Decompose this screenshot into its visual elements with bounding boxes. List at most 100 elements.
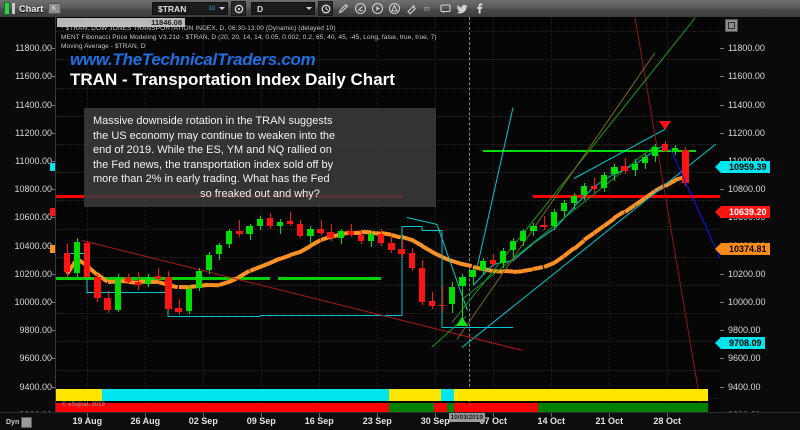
dyn-label: Dyn	[6, 419, 20, 426]
candle-body	[601, 175, 608, 189]
date-axis[interactable]: Dyn 19 Aug 26 Aug 02 Sep 09 Sep 16 Sep 23 Sep…	[0, 412, 800, 430]
gridline-vertical	[667, 17, 669, 412]
fib-band-cyan	[87, 292, 169, 294]
dynamic-mode-indicator[interactable]: Dyn	[6, 417, 33, 428]
chart-plot-area[interactable]	[56, 17, 720, 412]
candle-wick	[158, 268, 160, 281]
candle-wick	[178, 299, 180, 315]
toolbar-controls: $TRAN 10 D	[152, 0, 486, 17]
twitter-icon[interactable]	[456, 2, 469, 15]
candle-body	[317, 228, 324, 233]
candle-body	[621, 165, 628, 171]
price-tick-left: 10000.00	[14, 297, 52, 308]
price-marker-arrow	[715, 243, 721, 256]
gridline-horizontal	[56, 228, 720, 230]
date-tick: 02 Sep	[188, 416, 218, 426]
price-axis-left[interactable]: 11800.00 11600.00 11400.00 11200.00 11000.00…	[0, 17, 56, 420]
symbol-search-icon[interactable]	[231, 1, 246, 16]
ribbon-segment	[56, 403, 389, 412]
tickmark-left	[52, 132, 56, 134]
copyright-label: © eSignal, 2019	[62, 402, 105, 408]
candle-body	[682, 149, 689, 184]
fib-band-cyan	[259, 314, 402, 316]
price-tick-left: 10400.00	[14, 240, 52, 251]
price-tick-left: 11400.00	[15, 99, 52, 110]
tickmark-right	[720, 302, 724, 304]
symbol-input[interactable]: $TRAN 10	[152, 2, 228, 15]
fib-band-cyan	[442, 327, 514, 329]
candle-body	[388, 242, 395, 250]
price-marker-arrow	[715, 205, 721, 218]
candle-body	[215, 244, 223, 254]
gridline-vertical	[493, 17, 495, 412]
ribbon-segment	[538, 403, 708, 412]
date-tickmark	[319, 413, 321, 417]
price-marker-pill: 9708.09	[715, 337, 765, 350]
trend-ribbon-lower	[56, 403, 720, 412]
candle-body	[63, 252, 71, 273]
symbol-superscript: 10	[208, 5, 215, 12]
price-axis-right[interactable]: 11800.0011600.0011400.0011200.0011000.00…	[715, 17, 800, 420]
annotation-line-1: Massive downside rotation in the TRAN su…	[93, 115, 333, 127]
gridline-vertical	[87, 17, 89, 412]
gauge-icon[interactable]	[354, 2, 367, 15]
ribbon-segment	[101, 389, 389, 401]
ribbon-segment	[453, 389, 708, 401]
candle-body	[509, 241, 517, 251]
tickmark-right	[720, 76, 724, 78]
candle-wick	[320, 220, 322, 235]
play-circle-icon[interactable]	[371, 2, 384, 15]
chevron-down-icon[interactable]	[219, 7, 225, 10]
price-tick-right: 9800.00	[728, 325, 761, 336]
tickmark-right	[720, 386, 724, 388]
candle-wick	[462, 273, 464, 319]
eraser-icon[interactable]	[405, 2, 418, 15]
chat-icon[interactable]	[439, 2, 452, 15]
tickmark-right	[720, 217, 724, 219]
date-tick: 09 Sep	[246, 416, 276, 426]
date-tick: 14 Oct	[537, 416, 565, 426]
price-tick-left: 10600.00	[14, 212, 52, 223]
candle-body	[449, 287, 456, 305]
price-tick-right: 11400.00	[728, 99, 765, 110]
ribbon-segment	[434, 403, 448, 412]
chevron-down-icon-2[interactable]	[306, 7, 312, 10]
candle-body	[540, 225, 547, 228]
alert-circle-icon[interactable]	[388, 2, 401, 15]
ribbon-segment	[56, 389, 102, 401]
m-icon[interactable]: m	[422, 2, 435, 15]
candle-body	[469, 270, 476, 277]
axis-color-stub	[50, 207, 56, 216]
site-watermark: www.TheTechnicalTraders.com	[70, 50, 316, 69]
candle-wick	[279, 218, 281, 235]
interval-value: D	[257, 3, 264, 14]
tickmark-right	[720, 358, 724, 360]
candle-wick	[401, 239, 403, 257]
fib-channel-cyan-down	[477, 107, 514, 266]
resistance-line-green-high	[482, 149, 696, 152]
maximize-chart-button[interactable]	[725, 19, 738, 32]
candle-body	[591, 185, 598, 190]
ribbon-segment	[440, 389, 454, 401]
tickmark-right	[720, 104, 724, 106]
tickmark-left	[52, 104, 56, 106]
gridline-vertical	[261, 17, 263, 412]
candle-body	[94, 276, 101, 299]
price-tick-left: 9600.00	[19, 353, 52, 364]
svg-text:m: m	[424, 6, 430, 13]
calendar-icon[interactable]	[21, 417, 33, 428]
candle-body	[236, 230, 243, 235]
candle-body	[580, 186, 588, 196]
interval-input[interactable]: D	[251, 2, 315, 15]
candle-wick	[543, 215, 545, 230]
price-marker-arrow	[715, 160, 721, 173]
candle-body	[297, 224, 304, 236]
pencil-icon[interactable]	[337, 2, 350, 15]
facebook-icon[interactable]	[473, 2, 486, 15]
candle-wick	[624, 158, 626, 174]
annotation-line-2: the US economy may continue to weaken in…	[93, 129, 336, 142]
top-price-tag: 11846.08	[57, 18, 185, 27]
fib-channel-cyan-up	[462, 144, 717, 348]
gridline-vertical	[145, 17, 147, 412]
history-clock-icon[interactable]	[318, 1, 333, 16]
